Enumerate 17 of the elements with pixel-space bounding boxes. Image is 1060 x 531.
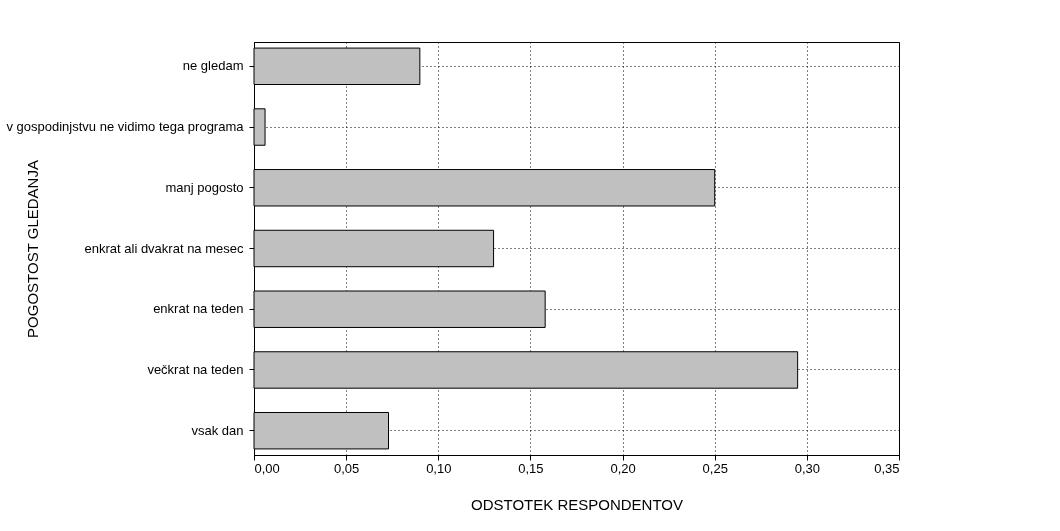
- y-tick-label: manj pogosto: [165, 179, 244, 195]
- x-tick-label: 0,05: [333, 460, 360, 476]
- x-axis-title: ODSTOTEK RESPONDENTOV: [471, 495, 683, 513]
- x-tick-label: 0,25: [702, 460, 728, 476]
- x-tick-label: 0,00: [254, 460, 280, 476]
- y-tick-label: vsak dan: [191, 422, 244, 438]
- x-tick-label: 0,10: [426, 460, 452, 476]
- x-tick-label: 0,20: [610, 460, 636, 476]
- x-tick-label: 0,30: [794, 460, 821, 476]
- x-tick-label: 0,35: [874, 460, 900, 476]
- y-tick-label: enkrat ali dvakrat na mesec: [84, 240, 244, 256]
- y-tick-label: v gospodinjstvu ne vidimo tega programa: [6, 119, 245, 135]
- y-tick-label: ne gledam: [182, 58, 244, 74]
- y-tick-label: enkrat na teden: [153, 301, 244, 317]
- y-tick-label: večkrat na teden: [147, 361, 244, 377]
- x-tick-label: 0,15: [518, 460, 544, 476]
- y-axis-title: POGOSTOST GLEDANJA: [23, 160, 41, 338]
